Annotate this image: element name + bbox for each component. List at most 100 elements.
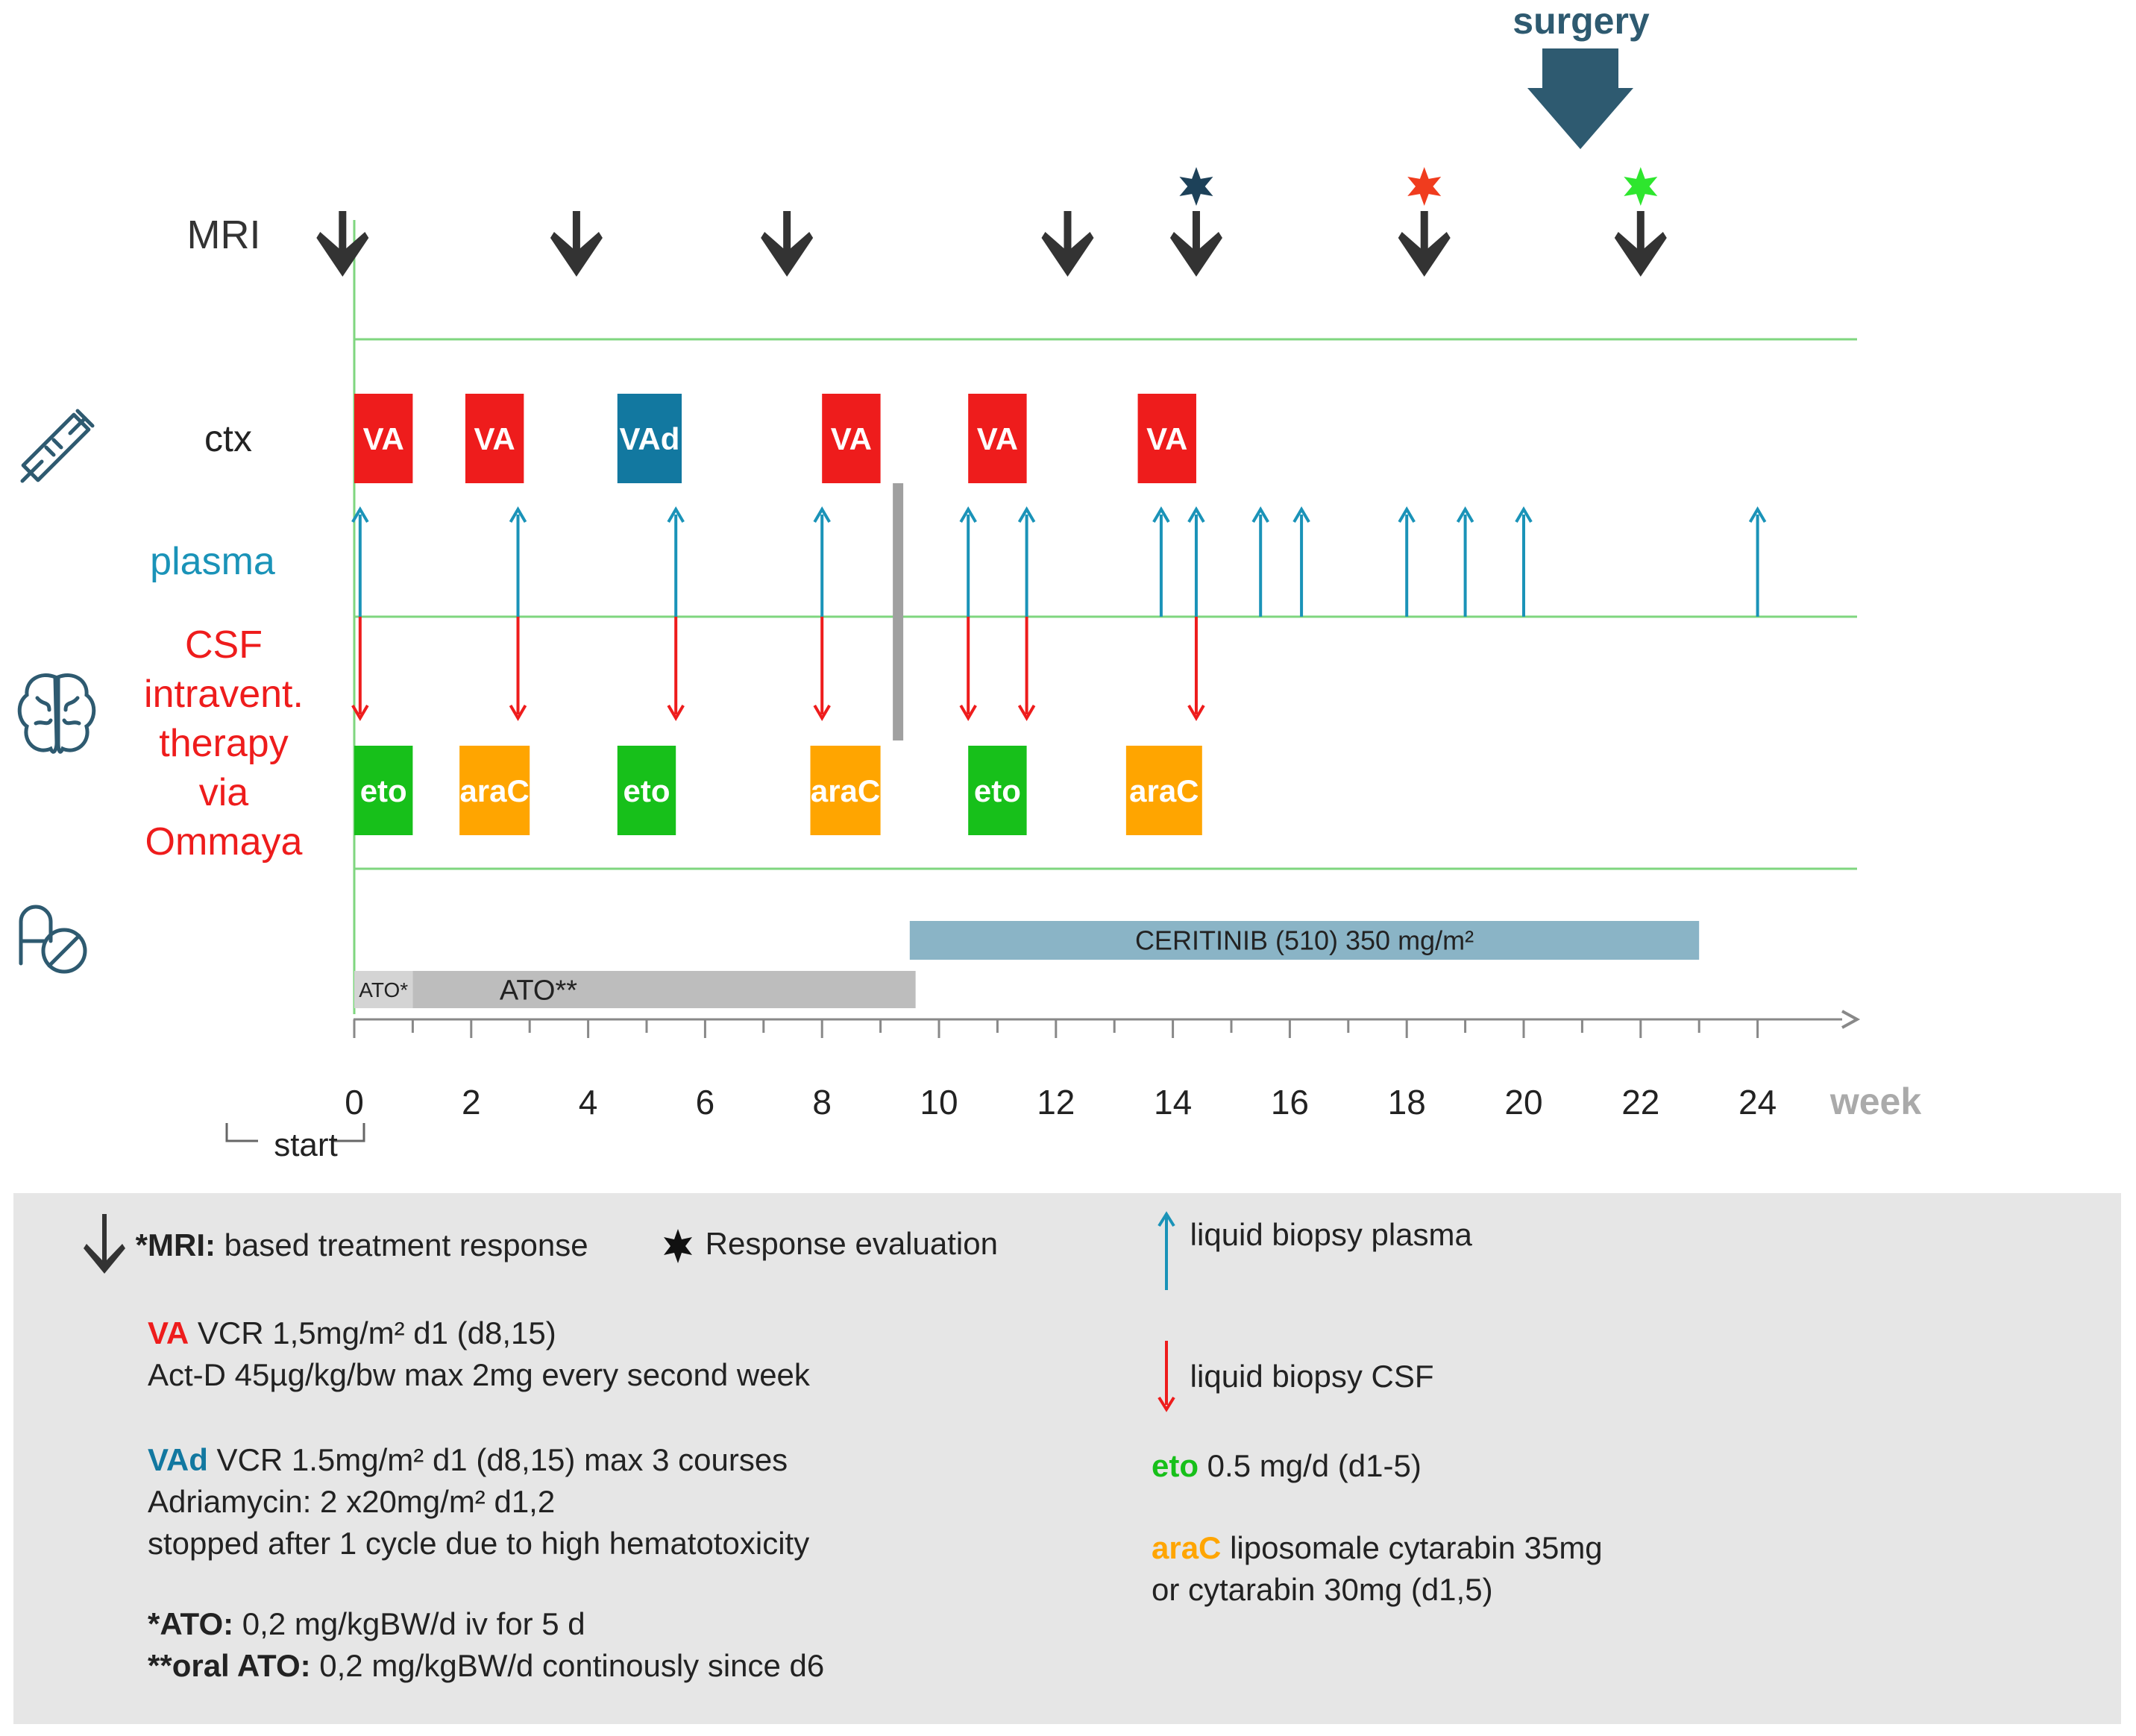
ctx-block: VA — [354, 394, 413, 483]
plasma-row-label: plasma — [150, 540, 275, 583]
plasma-biopsy-arrow — [509, 506, 527, 617]
plasma-biopsy-arrow — [959, 506, 977, 617]
mri-arrow — [1398, 211, 1451, 277]
axis-tick-label: 16 — [1271, 1083, 1309, 1122]
csf-therapy-block: araC — [810, 746, 881, 835]
ato-long-bar — [412, 971, 916, 1008]
ato-short-bar — [354, 971, 413, 1008]
plasma-biopsy-arrow — [1292, 506, 1310, 617]
plasma-biopsy-arrow — [1456, 506, 1474, 617]
csf-therapy-block-label: araC — [1129, 773, 1199, 808]
csf-biopsy-arrow — [1187, 617, 1205, 721]
csf-therapy-block-label: araC — [459, 773, 529, 808]
ctx-block-label: VA — [831, 421, 872, 456]
plasma-biopsy-arrow — [351, 506, 369, 617]
csf-therapy-block-rect — [354, 746, 413, 835]
ctx-block-label: VAd — [619, 421, 679, 456]
csf-therapy-block-label: eto — [974, 773, 1021, 808]
axis-tick-label: 8 — [812, 1083, 832, 1122]
axis-tick-label: 24 — [1738, 1083, 1777, 1122]
syringe-icon — [20, 409, 95, 483]
mri-arrow — [316, 211, 369, 277]
mri-arrow — [1041, 211, 1094, 277]
mri-arrow — [761, 211, 814, 277]
brain-icon — [17, 673, 96, 754]
start-label: start — [274, 1127, 338, 1163]
csf-therapy-block-rect — [810, 746, 881, 835]
plasma-biopsy-arrow — [1398, 506, 1416, 617]
plasma-biopsy-arrow — [1017, 506, 1036, 617]
svg-text:therapy: therapy — [159, 722, 288, 765]
axis-tick-label: 20 — [1504, 1083, 1542, 1122]
plasma-biopsy-arrow — [1748, 506, 1767, 617]
csf-biopsy-arrow — [509, 617, 527, 721]
ctx-row-label: ctx — [204, 418, 252, 459]
plasma-biopsy-arrow — [1152, 506, 1170, 617]
csf-therapy-block-rect — [968, 746, 1027, 835]
legend-vad: VAd VCR 1.5mg/m² d1 (d8,15) max 3 course… — [148, 1442, 810, 1561]
mri-arrow — [1169, 211, 1222, 277]
mri-arrow — [1614, 211, 1667, 277]
plasma-biopsy-arrow — [1251, 506, 1269, 617]
csf-therapy-block-rect — [459, 746, 530, 835]
ctx-block: VAd — [617, 394, 682, 483]
legend-va: VA VCR 1,5mg/m² d1 (d8,15) Act-D 45µg/kg… — [148, 1315, 810, 1392]
axis-tick-label: 10 — [920, 1083, 958, 1122]
csf-therapy-block: eto — [617, 746, 676, 835]
legend-response: Response evaluation — [659, 1223, 998, 1265]
legend-mri: *MRI: based treatment response — [82, 1214, 588, 1281]
ato-short-bar-label: ATO* — [359, 978, 408, 1001]
axis-tick-label: 14 — [1154, 1083, 1192, 1122]
csf-biopsy-arrow — [351, 617, 369, 721]
csf-therapy-block-rect — [1125, 746, 1202, 835]
ctx-block-rect — [822, 394, 881, 483]
phase-separator — [893, 483, 904, 740]
ceritinib-bar-label: CERITINIB (510) 350 mg/m² — [1135, 925, 1474, 956]
surgery-arrow — [1527, 48, 1633, 149]
svg-text:via: via — [199, 771, 249, 814]
axis-unit-label: week — [1829, 1081, 1922, 1122]
mri-arrow-icon — [84, 1214, 125, 1274]
timeline-diagram: surgery MRI ctx plasma CSF intravent. th… — [17, 0, 1922, 1163]
csf-therapy-block: araC — [459, 746, 530, 835]
csf-therapy-block: eto — [354, 746, 413, 835]
csf-biopsy-arrow — [1017, 617, 1036, 721]
response-star — [1624, 167, 1658, 206]
plasma-biopsy-arrow — [1187, 506, 1205, 617]
ctx-block-label: VA — [1146, 421, 1187, 456]
csf-row-label: CSF intravent. therapy via Ommaya — [144, 623, 304, 864]
ctx-block-rect — [617, 394, 682, 483]
legend-csf: liquid biopsy CSF — [1152, 1341, 1433, 1415]
ceritinib-bar — [909, 921, 1700, 960]
response-star — [1179, 167, 1213, 206]
csf-therapy-block-rect — [617, 746, 676, 835]
axis-tick-label: 0 — [345, 1083, 364, 1122]
ctx-block: VA — [1137, 394, 1196, 483]
ctx-block: VA — [465, 394, 524, 483]
axis-tick-label: 2 — [462, 1083, 481, 1122]
axis-tick-label: 4 — [579, 1083, 598, 1122]
pill-icon — [19, 905, 87, 974]
csf-therapy-block: araC — [1125, 746, 1202, 835]
axis-tick-label: 18 — [1388, 1083, 1426, 1122]
legend-ato: *ATO: 0,2 mg/kgBW/d iv for 5 d **oral AT… — [148, 1606, 825, 1683]
surgery-label: surgery — [1513, 0, 1650, 42]
svg-text:Ommaya: Ommaya — [145, 820, 303, 864]
csf-therapy-block: eto — [968, 746, 1027, 835]
csf-therapy-block-label: eto — [623, 773, 670, 808]
csf-therapy-block-label: araC — [811, 773, 880, 808]
csf-arrow-icon — [1157, 1341, 1175, 1412]
plasma-arrow-icon — [1157, 1211, 1175, 1290]
legend-plasma: liquid biopsy plasma — [1152, 1210, 1472, 1292]
legend-arac: araC liposomale cytarabin 35mg or cytara… — [1152, 1530, 1603, 1607]
start-bracket — [225, 1123, 365, 1142]
axis-tick-label: 12 — [1037, 1083, 1075, 1122]
legend-eto: eto 0.5 mg/d (d1-5) — [1152, 1448, 1422, 1483]
csf-biopsy-arrow — [667, 617, 685, 721]
csf-biopsy-arrow — [813, 617, 831, 721]
ctx-block-label: VA — [363, 421, 404, 456]
legend-panel: *MRI: based treatment response Response … — [13, 1193, 2121, 1724]
ato-long-bar-label: ATO** — [500, 975, 577, 1006]
ctx-block-label: VA — [474, 421, 515, 456]
ctx-block: VA — [822, 394, 881, 483]
